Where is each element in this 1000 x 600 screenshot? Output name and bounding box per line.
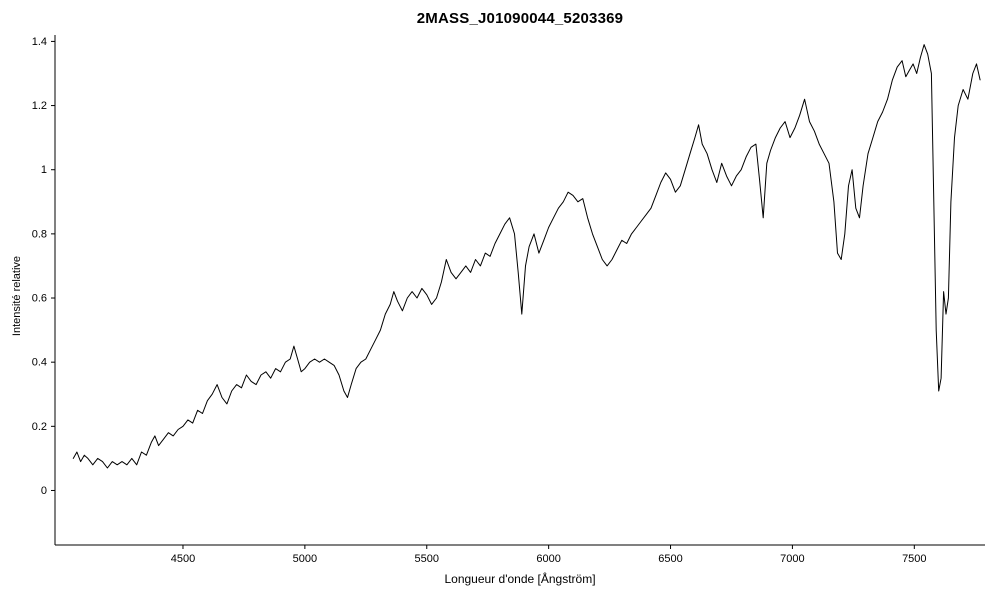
x-tick-label: 5500 <box>415 553 439 565</box>
x-tick-label: 6000 <box>536 553 560 565</box>
y-tick-label: 0.2 <box>32 421 47 433</box>
chart-title: 2MASS_J01090044_5203369 <box>416 10 624 27</box>
x-tick-label: 7500 <box>902 553 926 565</box>
x-tick-label: 6500 <box>658 553 682 565</box>
x-tick-label: 7000 <box>780 553 804 565</box>
spectrum-line <box>72 44 981 469</box>
y-tick-label: 1.4 <box>32 36 47 48</box>
y-tick-label: 0 <box>41 485 47 497</box>
y-tick-label: 0.4 <box>32 357 47 369</box>
y-tick-label: 0.6 <box>32 293 47 305</box>
y-tick-label: 1 <box>41 164 47 176</box>
y-axis-label: Intensité relative <box>11 255 23 337</box>
x-tick-label: 5000 <box>293 553 317 565</box>
y-tick-label: 1.2 <box>32 100 47 112</box>
x-axis-label: Longueur d'onde [Ångström] <box>444 572 596 586</box>
y-tick-label: 0.8 <box>32 228 47 240</box>
x-tick-label: 4500 <box>171 553 195 565</box>
